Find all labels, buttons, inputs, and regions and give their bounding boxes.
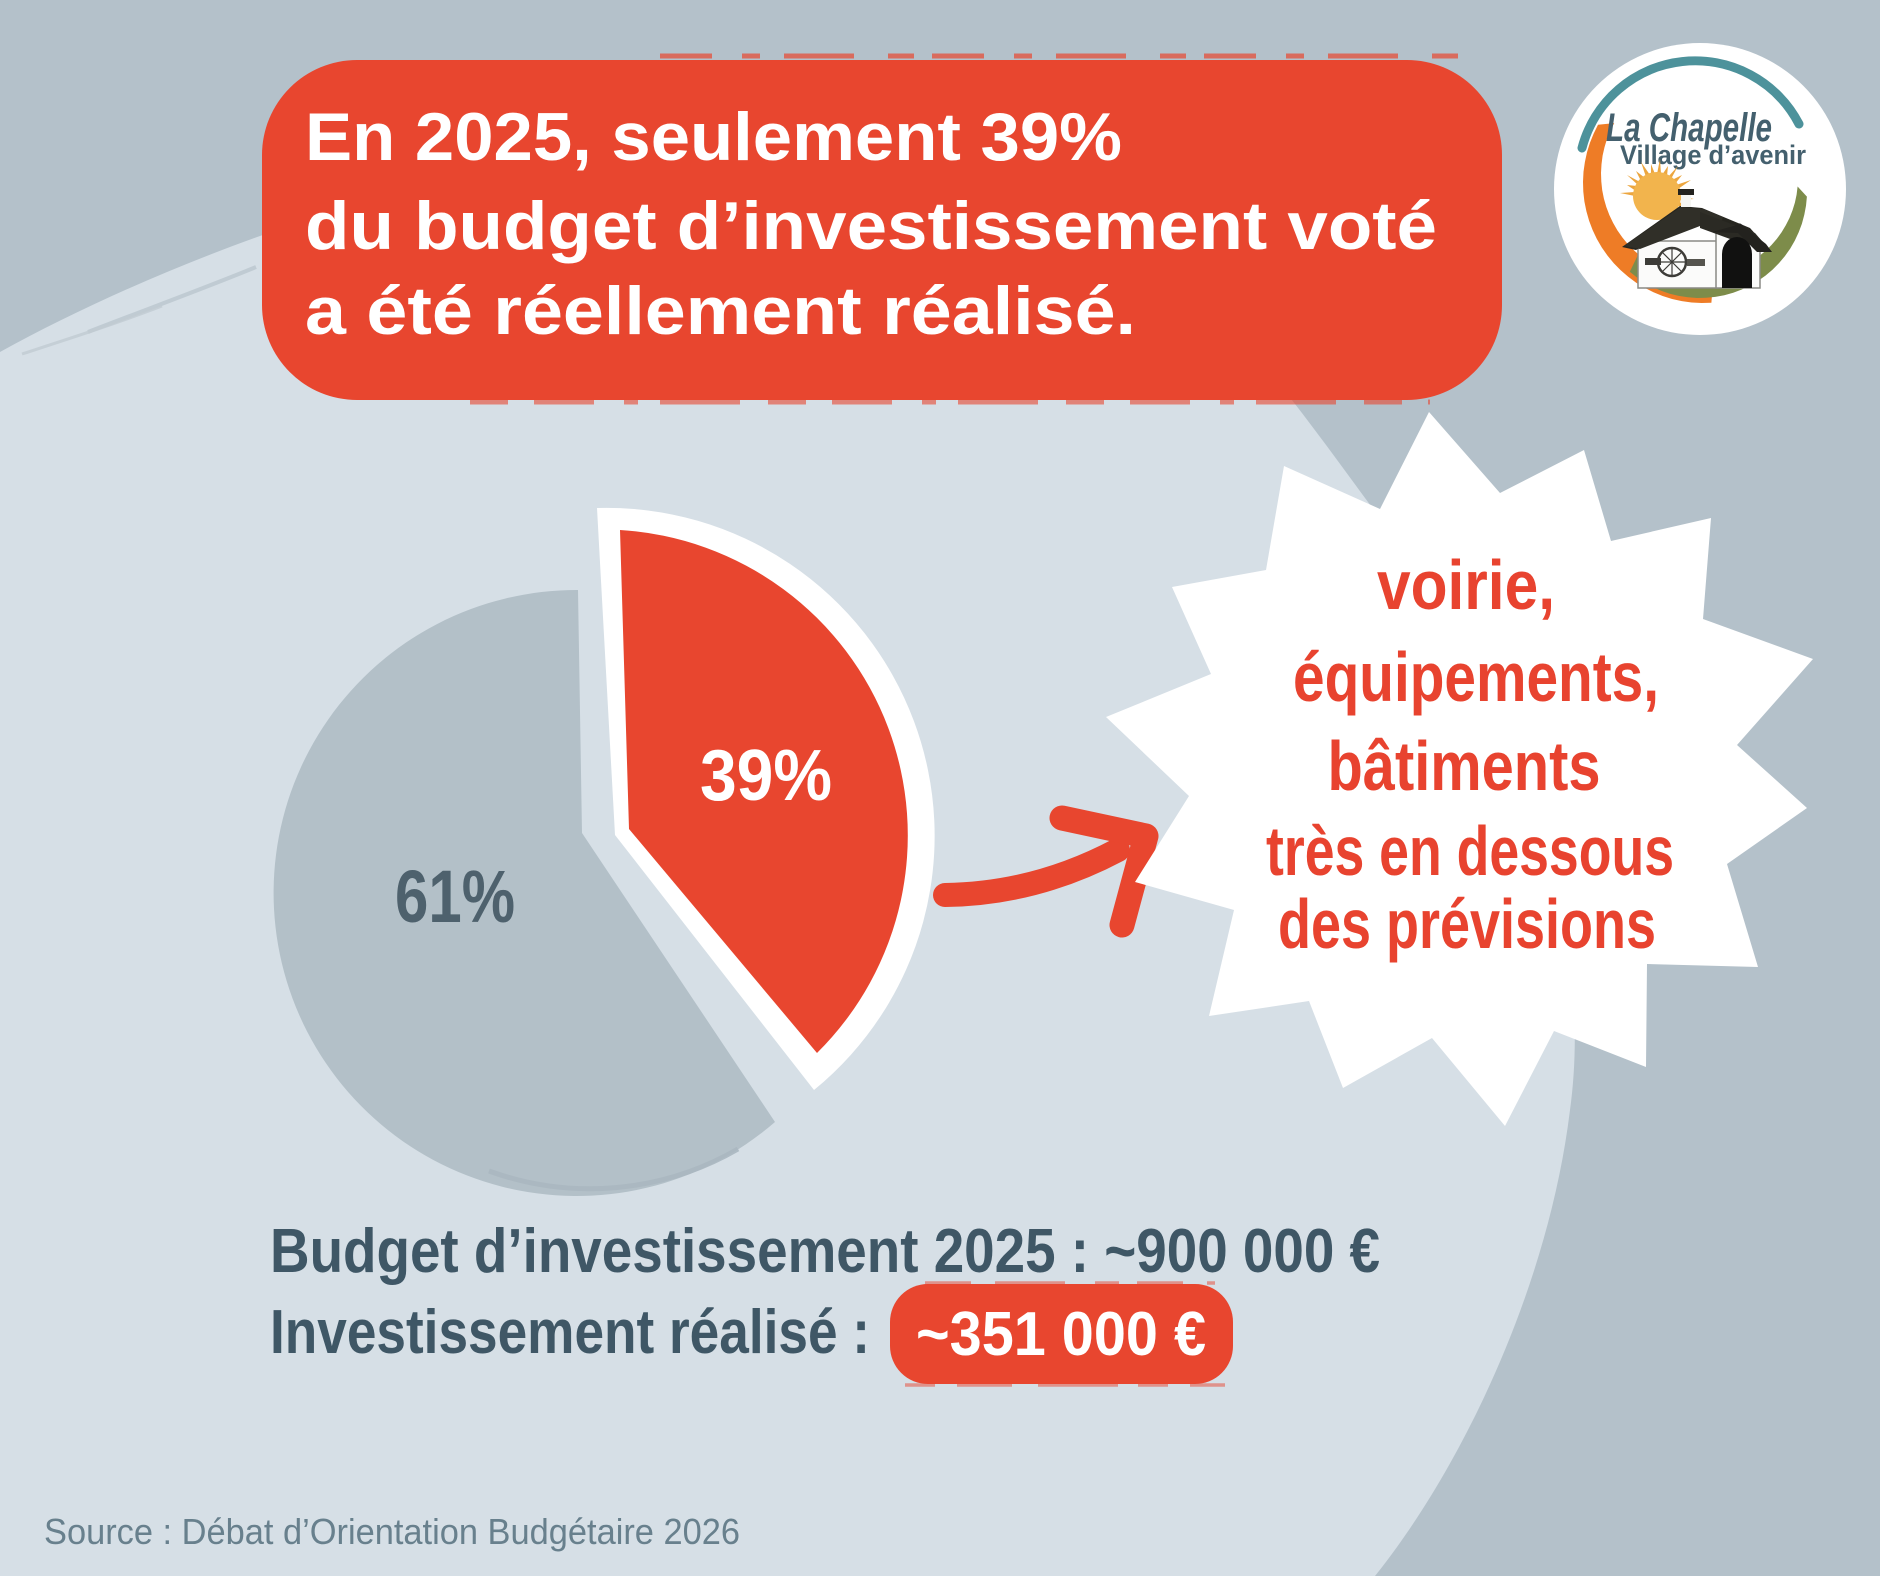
svg-text:39%: 39% <box>700 736 832 816</box>
svg-text:La Chapelle: La Chapelle <box>1606 106 1772 150</box>
svg-text:Investissement réalisé :: Investissement réalisé : <box>270 1298 870 1367</box>
svg-text:En 2025, seulement 39%: En 2025, seulement 39% <box>305 99 1122 175</box>
svg-text:Source : Débat d’Orientation B: Source : Débat d’Orientation Budgétaire … <box>44 1511 740 1552</box>
svg-text:Budget d’investissement 2025 :: Budget d’investissement 2025 : ~900 000 … <box>270 1217 1380 1286</box>
svg-text:a été réellement réalisé.: a été réellement réalisé. <box>305 273 1136 349</box>
svg-text:voirie,: voirie, <box>1377 546 1555 624</box>
svg-text:bâtiments: bâtiments <box>1328 727 1601 805</box>
svg-text:des prévisions: des prévisions <box>1278 885 1656 963</box>
svg-text:très en dessous: très en dessous <box>1266 812 1674 890</box>
svg-text:du budget d’investissement vot: du budget d’investissement voté <box>305 188 1437 264</box>
svg-text:61%: 61% <box>395 855 515 938</box>
svg-text:~351 000 €: ~351 000 € <box>916 1300 1206 1369</box>
svg-text:équipements,: équipements, <box>1293 638 1659 716</box>
svg-text:Village d’avenir: Village d’avenir <box>1620 140 1806 170</box>
